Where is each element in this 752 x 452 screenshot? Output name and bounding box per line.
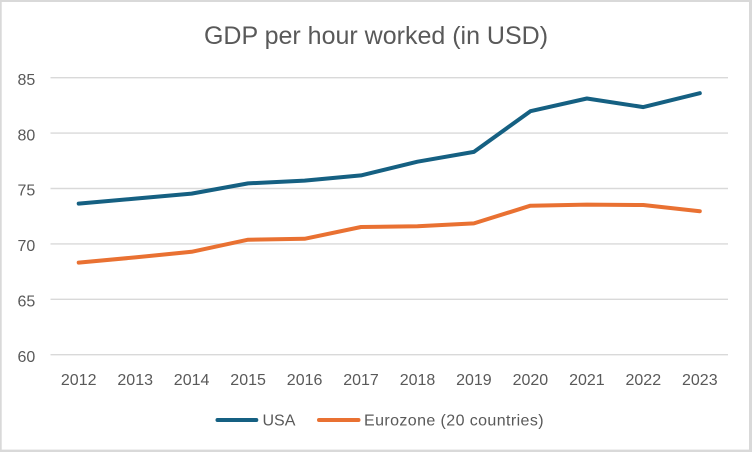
- svg-text:2021: 2021: [569, 372, 605, 389]
- svg-text:70: 70: [18, 238, 36, 255]
- svg-text:2017: 2017: [343, 372, 379, 389]
- svg-text:80: 80: [18, 127, 36, 144]
- svg-text:75: 75: [18, 183, 36, 200]
- svg-text:85: 85: [18, 72, 36, 89]
- svg-text:2023: 2023: [682, 372, 718, 389]
- svg-text:2013: 2013: [117, 372, 153, 389]
- svg-text:2019: 2019: [456, 372, 492, 389]
- svg-text:Eurozone (20 countries): Eurozone (20 countries): [364, 412, 544, 429]
- svg-text:2016: 2016: [287, 372, 323, 389]
- svg-text:USA: USA: [263, 412, 296, 429]
- svg-text:65: 65: [18, 294, 36, 311]
- svg-text:GDP per hour worked (in USD): GDP per hour worked (in USD): [204, 22, 548, 50]
- svg-text:2022: 2022: [626, 372, 662, 389]
- svg-text:2020: 2020: [513, 372, 549, 389]
- svg-text:2015: 2015: [230, 372, 266, 389]
- svg-text:2012: 2012: [61, 372, 97, 389]
- svg-text:2014: 2014: [174, 372, 210, 389]
- svg-text:60: 60: [18, 349, 36, 366]
- svg-text:2018: 2018: [400, 372, 436, 389]
